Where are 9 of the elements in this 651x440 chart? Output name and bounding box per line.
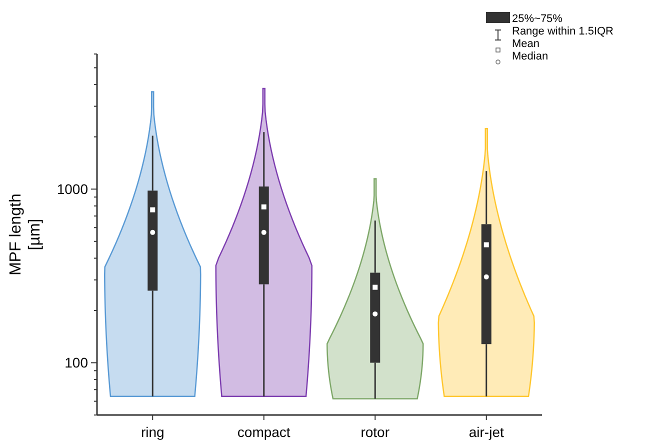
y-tick-label: 100 [64, 354, 88, 371]
x-tick-label: ring [140, 424, 164, 440]
x-tick-label: rotor [360, 424, 390, 440]
y-tick-label: 1000 [56, 181, 88, 198]
annotation: Median [512, 50, 548, 62]
legend-key: 25%~75% Range within 1.5IQR Mean Median [486, 12, 614, 64]
x-tick-label: air-jet [468, 424, 504, 440]
y-axis-title: MPF length [µm] [7, 194, 44, 276]
x-tick-label: compact [237, 424, 290, 440]
